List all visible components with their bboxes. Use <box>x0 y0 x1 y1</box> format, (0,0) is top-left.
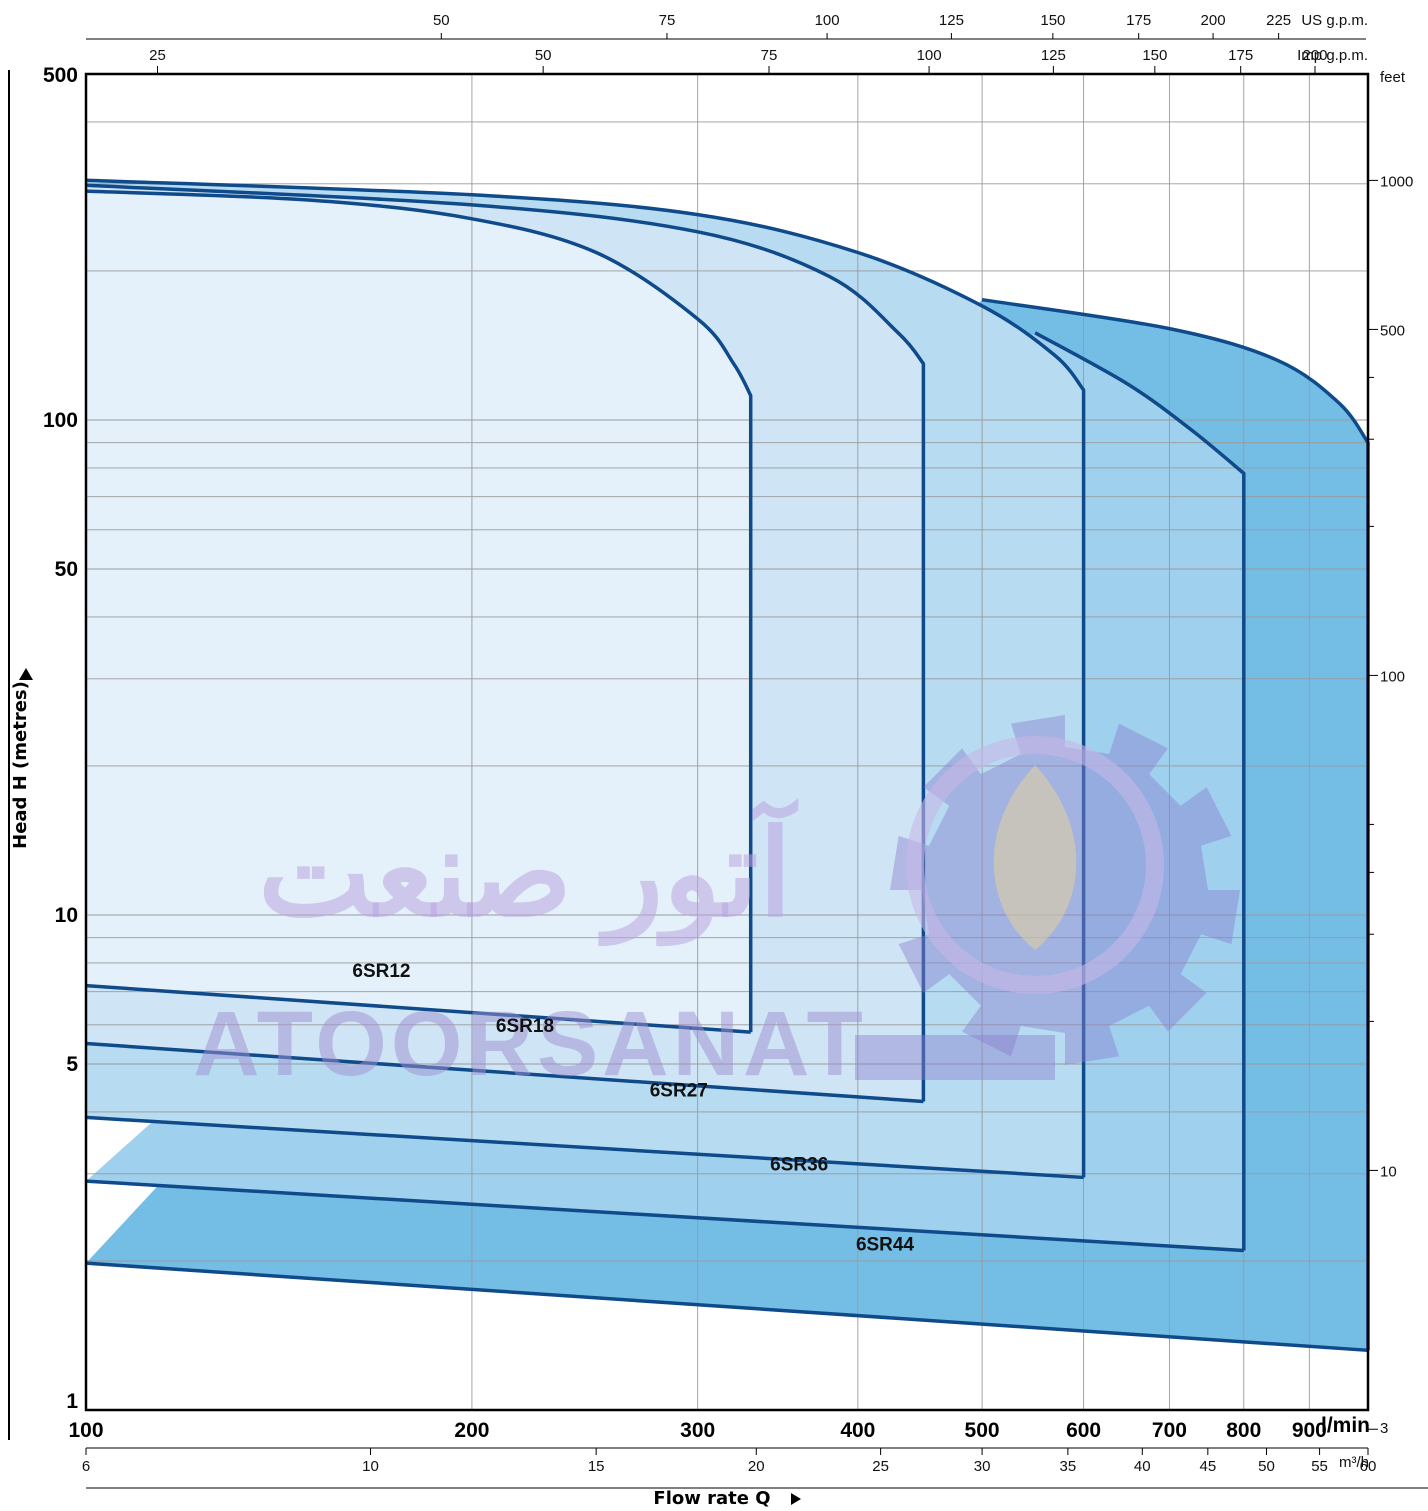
series-label-6sr12: 6SR12 <box>352 961 410 982</box>
us-gpm-tick-label: 175 <box>1126 12 1151 29</box>
x-tick-label: 400 <box>840 1419 875 1442</box>
m3h-tick-label: 15 <box>588 1458 605 1475</box>
y-tick-label: 500 <box>43 64 78 87</box>
x-tick-label: 600 <box>1066 1419 1101 1442</box>
feet-tick-label: 100 <box>1380 668 1405 685</box>
curve-lower-6sr27 <box>85 1115 1084 1180</box>
us-gpm-tick-label: 75 <box>659 12 676 29</box>
watermark-persian: آتور صنعت <box>258 798 799 947</box>
x-tick-label: 200 <box>454 1419 489 1442</box>
y-tick-label: 100 <box>43 409 78 432</box>
curve-lower-6sr44 <box>85 1261 1369 1353</box>
series-curves <box>85 178 1370 1353</box>
m3h-tick-label: 20 <box>748 1458 765 1475</box>
imp-gpm-tick-label: 200 <box>1302 47 1327 64</box>
curve-lower-6sr36 <box>85 1179 1244 1253</box>
curve-upper-6sr36 <box>1034 331 1246 1251</box>
series-areas <box>86 180 1368 1351</box>
us-gpm-tick-label: 125 <box>939 12 964 29</box>
m3h-tick-label: 50 <box>1258 1458 1275 1475</box>
m3h-tick-label: 45 <box>1199 1458 1216 1475</box>
curve-upper-6sr18 <box>85 183 926 1102</box>
curve-lower-6sr12 <box>85 983 751 1034</box>
us-gpm-tick-label: 50 <box>433 12 450 29</box>
y-tick-label: 50 <box>55 558 78 581</box>
series-label-6sr44: 6SR44 <box>856 1235 915 1256</box>
m3h-tick-label: 25 <box>872 1458 889 1475</box>
plot-border <box>84 72 1370 1412</box>
x-tick-label: 500 <box>965 1419 1000 1442</box>
m3h-tick-label: 40 <box>1134 1458 1151 1475</box>
m3h-tick-label: 35 <box>1060 1458 1077 1475</box>
watermark-flame-icon <box>993 765 1077 950</box>
us-gpm-tick-label: 225 <box>1266 12 1291 29</box>
y-axis-arrow-icon <box>19 668 33 680</box>
feet-tick-label: 10 <box>1380 1163 1397 1180</box>
us-gpm-tick-label: 200 <box>1201 12 1226 29</box>
series-label-6sr27: 6SR27 <box>650 1080 708 1101</box>
imp-gpm-tick-label: 25 <box>149 47 166 64</box>
plot-frame <box>84 72 1370 1412</box>
y-tick-label: 5 <box>66 1053 78 1076</box>
feet-tick-label: 1000 <box>1380 173 1413 190</box>
watermark-bar <box>855 1035 1055 1080</box>
x-tick-label: 800 <box>1226 1419 1261 1442</box>
series-label-6sr18: 6SR18 <box>496 1016 554 1037</box>
m3h-tick-label: 55 <box>1311 1458 1328 1475</box>
curve-upper-6sr12 <box>85 189 753 1033</box>
x-axis-title: Flow rate Q <box>653 1488 770 1509</box>
x-unit-label: l/min <box>1321 1414 1370 1437</box>
m3h-unit-label: m³/h <box>1339 1454 1369 1471</box>
imp-gpm-tick-label: 150 <box>1142 47 1167 64</box>
x-tick-label: 900 <box>1292 1419 1327 1442</box>
watermark: آتور صنعت ATOORSANAT <box>193 715 1240 1095</box>
m3h-tick-label: 60 <box>1360 1458 1377 1475</box>
m3h-tick-label: 10 <box>362 1458 379 1475</box>
curve-upper-6sr44 <box>981 297 1370 1351</box>
watermark-latin: ATOORSANAT <box>193 993 867 1095</box>
imp-gpm-unit-label: Imp g.p.m. <box>1297 47 1368 64</box>
us-gpm-tick-label: 100 <box>815 12 840 29</box>
imp-gpm-tick-label: 175 <box>1228 47 1253 64</box>
imp-gpm-tick-label: 125 <box>1041 47 1066 64</box>
series-labels: 6SR12 6SR18 6SR27 6SR36 6SR44 <box>352 961 914 1256</box>
curve-upper-6sr27 <box>85 178 1086 1178</box>
y-axis-title: Head H (metres) <box>10 681 31 849</box>
x-tick-label: 700 <box>1152 1419 1187 1442</box>
m3h-tick-label: 6 <box>82 1458 90 1475</box>
y-tick-label: 10 <box>55 904 78 927</box>
us-gpm-tick-label: 150 <box>1040 12 1065 29</box>
x-axis-arrow-icon <box>791 1493 801 1505</box>
x-tick-label: 100 <box>68 1419 103 1442</box>
watermark-ring-icon <box>906 736 1164 994</box>
imp-gpm-tick-label: 50 <box>535 47 552 64</box>
curve-lower-6sr18 <box>85 1041 924 1104</box>
series-label-6sr36: 6SR36 <box>770 1154 828 1175</box>
feet-unit-label: feet <box>1380 69 1406 86</box>
m3h-tick-label: 30 <box>974 1458 991 1475</box>
y-tick-label: 1 <box>66 1390 78 1413</box>
us-gpm-unit-label: US g.p.m. <box>1301 12 1368 29</box>
feet-tick-label: 3 <box>1380 1420 1388 1437</box>
imp-gpm-tick-label: 75 <box>761 47 778 64</box>
feet-tick-label: 500 <box>1380 322 1405 339</box>
area-6sr12 <box>86 191 751 1033</box>
x-tick-label: 300 <box>680 1419 715 1442</box>
imp-gpm-tick-label: 100 <box>917 47 942 64</box>
